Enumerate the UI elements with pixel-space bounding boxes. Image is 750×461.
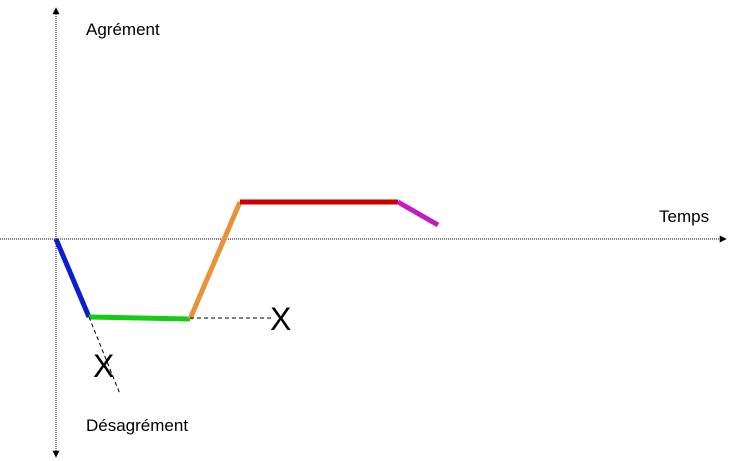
- segment-rise: [187, 201, 243, 320]
- segment-decline: [396, 199, 440, 228]
- segment-low-plateau: [88, 314, 191, 322]
- label-temps: Temps: [659, 207, 709, 226]
- label-agrement: Agrément: [86, 20, 160, 39]
- label-desagrement: Désagrément: [86, 416, 188, 435]
- cross-mark-right: X: [270, 301, 291, 337]
- cross-mark-bottom: X: [93, 348, 114, 384]
- segment-descent: [53, 238, 92, 318]
